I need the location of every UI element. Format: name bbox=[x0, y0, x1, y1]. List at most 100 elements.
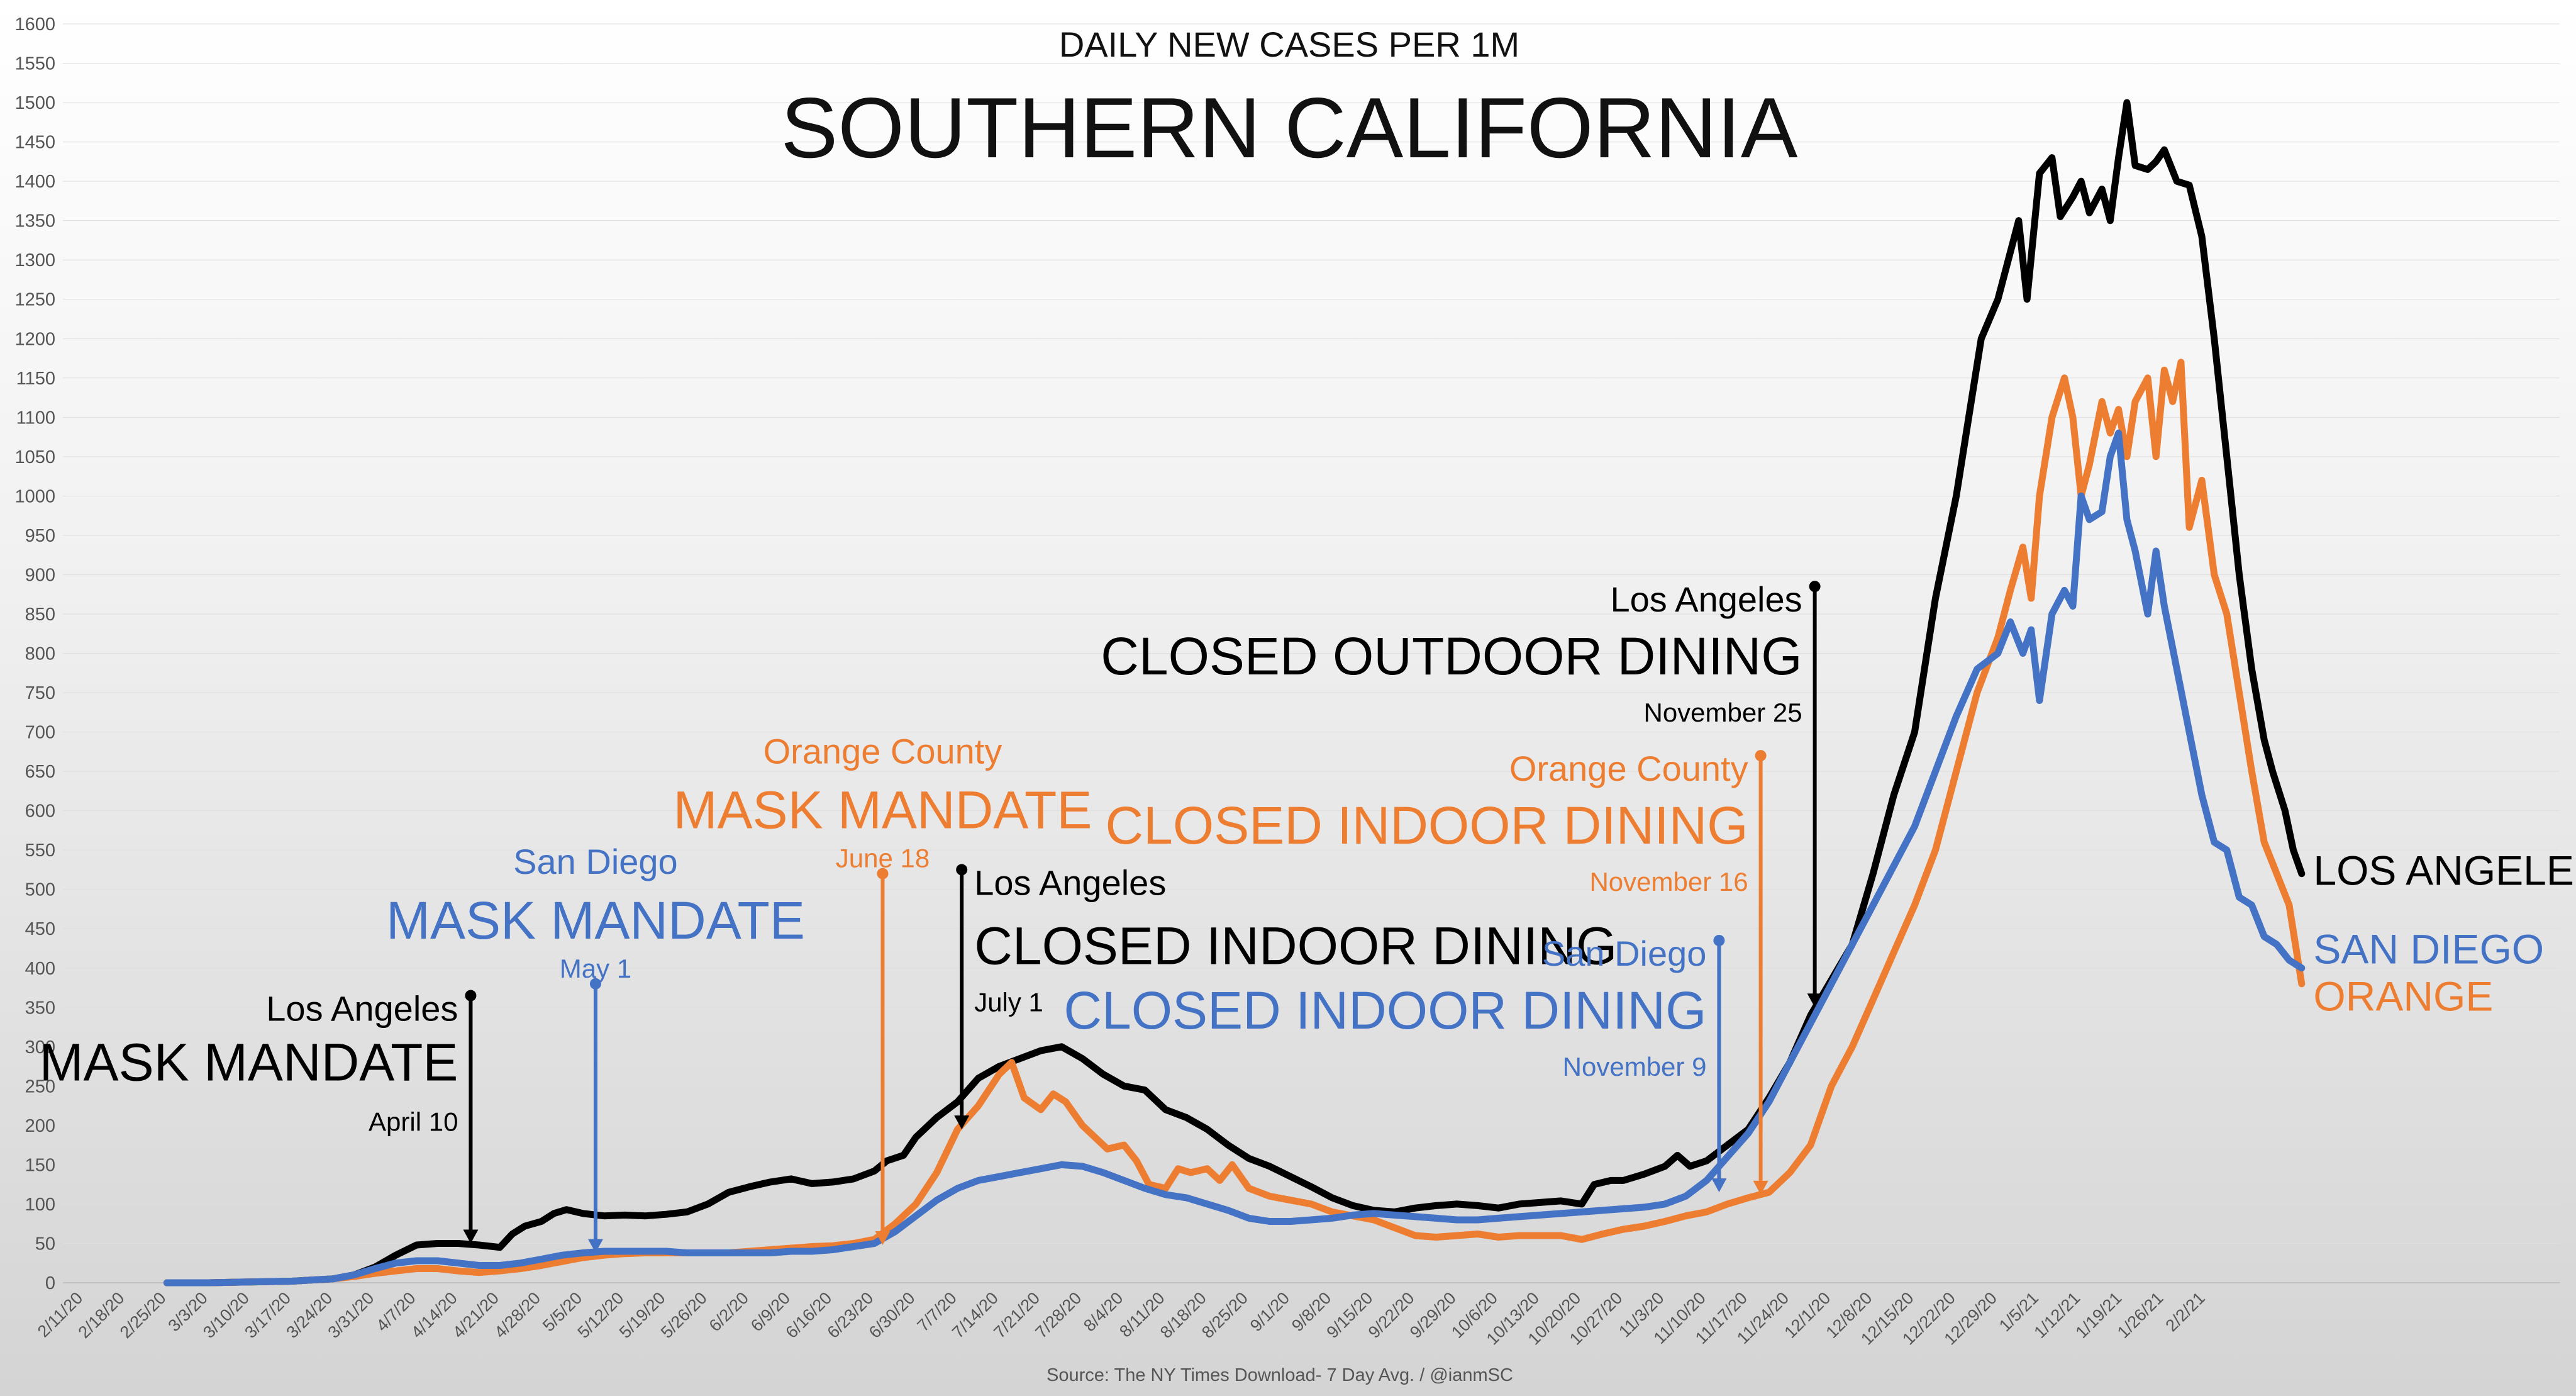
y-tick-label: 350 bbox=[25, 998, 55, 1018]
x-tick-label: 4/14/20 bbox=[408, 1288, 461, 1342]
x-tick-label: 9/22/20 bbox=[1365, 1288, 1418, 1342]
y-tick-label: 1100 bbox=[16, 408, 55, 428]
y-tick-label: 1150 bbox=[16, 369, 55, 389]
annotation-event: CLOSED INDOOR DINING bbox=[1105, 796, 1748, 855]
annotation-date: July 1 bbox=[974, 987, 1043, 1017]
annotation-location: San Diego bbox=[1542, 934, 1707, 973]
x-tick-label: 3/24/20 bbox=[282, 1288, 336, 1342]
x-tick-label: 3/31/20 bbox=[325, 1288, 378, 1342]
x-tick-label: 6/30/20 bbox=[865, 1288, 919, 1342]
y-tick-label: 550 bbox=[25, 840, 55, 861]
y-tick-label: 700 bbox=[25, 723, 55, 743]
y-tick-label: 900 bbox=[25, 565, 55, 585]
annotation-arrow-dot bbox=[465, 990, 477, 1002]
annotation-date: April 10 bbox=[369, 1107, 458, 1137]
annotation-arrow-head bbox=[587, 1239, 603, 1253]
x-tick-label: 2/2/21 bbox=[2162, 1288, 2209, 1335]
annotation-location: Los Angeles bbox=[974, 863, 1166, 902]
annotation-arrow-dot bbox=[1809, 581, 1821, 593]
x-tick-label: 6/23/20 bbox=[824, 1288, 877, 1342]
y-axis: 0 50 100 150 200 250 300 350 400 450 500 550 600 650 7… bbox=[14, 14, 55, 1293]
annotation-event: CLOSED OUTDOOR DINING bbox=[1101, 627, 1802, 686]
y-tick-label: 450 bbox=[25, 919, 55, 939]
end-label-los-angeles: LOS ANGELES bbox=[2313, 847, 2576, 893]
series-line-los-angeles bbox=[163, 99, 2306, 1287]
annotation-arrow-dot bbox=[956, 864, 968, 876]
annotation-date: May 1 bbox=[560, 954, 631, 983]
y-tick-label: 950 bbox=[25, 526, 55, 546]
x-tick-label: 5/26/20 bbox=[657, 1288, 711, 1342]
y-tick-label: 1550 bbox=[14, 54, 55, 74]
annotation-arrow-head bbox=[1753, 1180, 1768, 1195]
x-tick-label: 9/1/20 bbox=[1246, 1288, 1293, 1335]
annotation-arrow-head bbox=[954, 1115, 970, 1130]
x-tick-label: 3/17/20 bbox=[241, 1288, 294, 1342]
y-tick-label: 800 bbox=[25, 644, 55, 664]
x-tick-label: 6/16/20 bbox=[782, 1288, 835, 1342]
y-tick-label: 1500 bbox=[14, 93, 55, 113]
y-tick-label: 200 bbox=[25, 1116, 55, 1136]
grid bbox=[63, 23, 2560, 1283]
y-tick-label: 500 bbox=[25, 880, 55, 900]
annotation-date: November 25 bbox=[1643, 698, 1802, 727]
annotation-arrow-dot bbox=[589, 978, 601, 990]
y-tick-label: 1250 bbox=[14, 290, 55, 310]
x-tick-label: 1/12/21 bbox=[2030, 1288, 2084, 1342]
y-tick-label: 1600 bbox=[14, 14, 55, 35]
annotation-event: CLOSED INDOOR DINING bbox=[1063, 981, 1706, 1040]
annotation-event: MASK MANDATE bbox=[386, 891, 805, 950]
annotation-arrow-head bbox=[875, 1231, 891, 1245]
x-tick-label: 9/29/20 bbox=[1406, 1288, 1460, 1342]
x-tick-label: 7/28/20 bbox=[1031, 1288, 1085, 1342]
x-tick-label: 7/21/20 bbox=[990, 1288, 1043, 1342]
y-tick-label: 1050 bbox=[14, 447, 55, 467]
annotation-date: June 18 bbox=[836, 844, 930, 873]
annotation-location: Los Angeles bbox=[266, 989, 458, 1029]
x-tick-label: 4/21/20 bbox=[449, 1288, 502, 1342]
end-label-san-diego: SAN DIEGO bbox=[2313, 925, 2544, 972]
source-note: Source: The NY Times Download- 7 Day Avg… bbox=[1046, 1365, 1513, 1385]
y-tick-label: 850 bbox=[25, 605, 55, 625]
annotation-arrow-dot bbox=[1713, 934, 1725, 946]
y-tick-label: 650 bbox=[25, 762, 55, 782]
y-tick-label: 1300 bbox=[14, 250, 55, 271]
annotation-event: MASK MANDATE bbox=[674, 781, 1092, 840]
x-tick-label: 1/19/21 bbox=[2072, 1288, 2126, 1342]
x-tick-label: 5/19/20 bbox=[616, 1288, 669, 1342]
x-tick-label: 5/12/20 bbox=[574, 1288, 628, 1342]
x-tick-label: 2/18/20 bbox=[75, 1288, 128, 1342]
series-lines bbox=[163, 99, 2306, 1287]
annotation-event: MASK MANDATE bbox=[40, 1033, 458, 1092]
y-tick-label: 1450 bbox=[14, 133, 55, 153]
x-tick-label: 1/26/21 bbox=[2114, 1288, 2167, 1342]
y-tick-label: 0 bbox=[45, 1273, 55, 1293]
y-tick-label: 400 bbox=[25, 959, 55, 979]
end-label-orange: ORANGE bbox=[2313, 973, 2493, 1020]
x-tick-label: 7/14/20 bbox=[948, 1288, 1002, 1342]
annotation-arrow-dot bbox=[877, 868, 889, 879]
annotation-date: November 16 bbox=[1589, 867, 1748, 896]
chart-subtitle: DAILY NEW CASES PER 1M bbox=[1059, 25, 1519, 64]
series-line-san-diego bbox=[163, 429, 2306, 1287]
annotation-location: Orange County bbox=[1509, 749, 1748, 788]
y-tick-label: 300 bbox=[25, 1037, 55, 1058]
x-tick-label: 2/25/20 bbox=[116, 1288, 170, 1342]
y-tick-label: 600 bbox=[25, 801, 55, 822]
y-tick-label: 750 bbox=[25, 683, 55, 703]
y-tick-label: 1200 bbox=[14, 329, 55, 349]
y-tick-label: 1400 bbox=[14, 172, 55, 192]
annotation-arrow-dot bbox=[1755, 750, 1767, 762]
y-tick-label: 100 bbox=[25, 1195, 55, 1215]
y-tick-label: 1350 bbox=[14, 211, 55, 232]
annotation-location: Orange County bbox=[763, 732, 1002, 771]
x-tick-label: 9/15/20 bbox=[1323, 1288, 1377, 1342]
x-tick-label: 12/1/20 bbox=[1780, 1288, 1834, 1342]
x-tick-label: 3/10/20 bbox=[199, 1288, 253, 1342]
annotation-arrow-head bbox=[1711, 1178, 1727, 1193]
x-tick-label: 8/18/20 bbox=[1157, 1288, 1210, 1342]
annotation-location: San Diego bbox=[513, 842, 678, 881]
x-tick-label: 4/28/20 bbox=[491, 1288, 544, 1342]
annotation-arrow-head bbox=[463, 1229, 479, 1244]
